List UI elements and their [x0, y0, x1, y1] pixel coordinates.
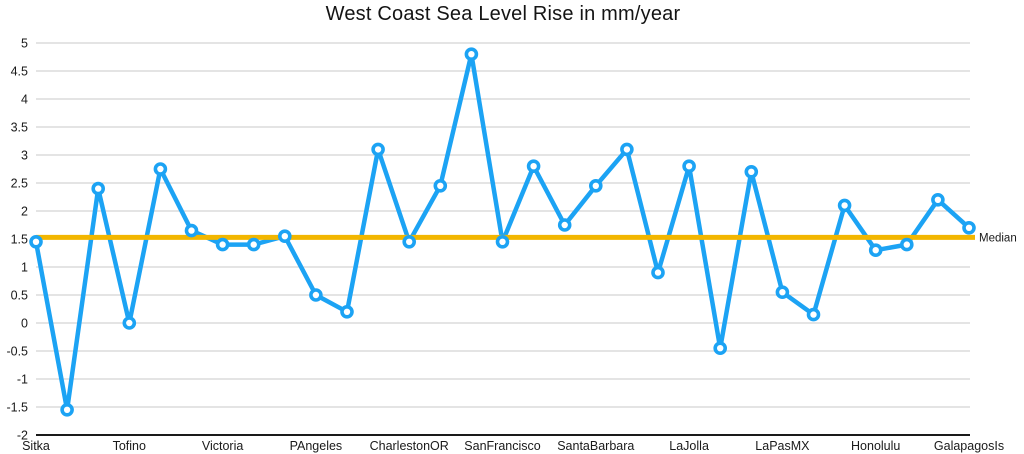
data-point-marker — [60, 402, 74, 417]
y-tick-label: 2.5 — [11, 177, 28, 191]
x-tick-label: Honolulu — [851, 439, 900, 453]
y-tick-label: 0.5 — [11, 289, 28, 303]
x-tick-label: SanFrancisco — [464, 439, 540, 453]
series-line — [33, 51, 972, 413]
x-tick-label: LaJolla — [669, 439, 709, 453]
data-point-marker — [246, 237, 261, 252]
data-point-marker — [931, 193, 945, 207]
data-point-marker — [29, 235, 43, 249]
y-tick-label: -1.5 — [6, 401, 28, 415]
y-tick-label: -1 — [17, 373, 28, 387]
data-point-marker — [557, 218, 572, 232]
y-tick-label: -2 — [17, 429, 28, 443]
x-tick-label: Victoria — [202, 439, 244, 453]
x-tick-label: SantaBarbara — [557, 439, 634, 453]
data-point-marker — [899, 237, 914, 252]
data-point-marker — [713, 341, 728, 356]
data-point-marker — [962, 221, 976, 235]
median-line-label: Median — [979, 232, 1017, 244]
y-tick-label: 4.5 — [11, 65, 28, 79]
y-tick-label: 2 — [21, 205, 28, 219]
x-tick-label: Sitka — [22, 439, 50, 453]
data-point-marker — [526, 159, 541, 173]
data-point-marker — [495, 235, 510, 249]
y-tick-label: 1 — [21, 261, 28, 275]
data-point-marker — [309, 288, 323, 302]
y-tick-label: 1.5 — [11, 233, 28, 247]
data-point-marker — [464, 47, 479, 62]
data-point-marker — [744, 165, 759, 179]
data-point-marker — [340, 304, 354, 319]
data-point-marker — [91, 181, 105, 196]
data-point-marker — [371, 142, 385, 157]
data-point-marker — [277, 229, 292, 243]
y-tick-label: -0.5 — [6, 345, 28, 359]
data-point-marker — [402, 235, 417, 249]
y-tick-label: 5 — [21, 37, 28, 51]
x-tick-label: CharlestonOR — [370, 439, 449, 453]
data-point-marker — [215, 237, 230, 252]
y-tick-label: 3 — [21, 149, 28, 163]
data-point-marker — [620, 142, 634, 157]
data-point-marker — [682, 159, 696, 173]
x-tick-label: Tofino — [113, 439, 146, 453]
x-tick-label: GalapagosIs — [934, 439, 1004, 453]
data-point-marker — [775, 285, 790, 300]
y-tick-label: 3.5 — [11, 121, 28, 135]
x-tick-label: LaPasMX — [755, 439, 810, 453]
data-point-marker — [868, 243, 883, 257]
data-point-marker — [588, 179, 603, 193]
data-point-marker — [806, 307, 821, 322]
data-point-marker — [122, 316, 137, 330]
data-point-marker — [433, 179, 448, 193]
x-tick-label: PAngeles — [290, 439, 343, 453]
y-tick-label: 4 — [21, 93, 28, 107]
data-point-marker — [184, 223, 199, 238]
data-point-marker — [651, 265, 665, 280]
data-point-marker — [837, 198, 852, 213]
y-tick-label: 0 — [21, 317, 28, 331]
data-point-marker — [153, 162, 168, 176]
chart-title: West Coast Sea Level Rise in mm/year — [325, 3, 681, 25]
